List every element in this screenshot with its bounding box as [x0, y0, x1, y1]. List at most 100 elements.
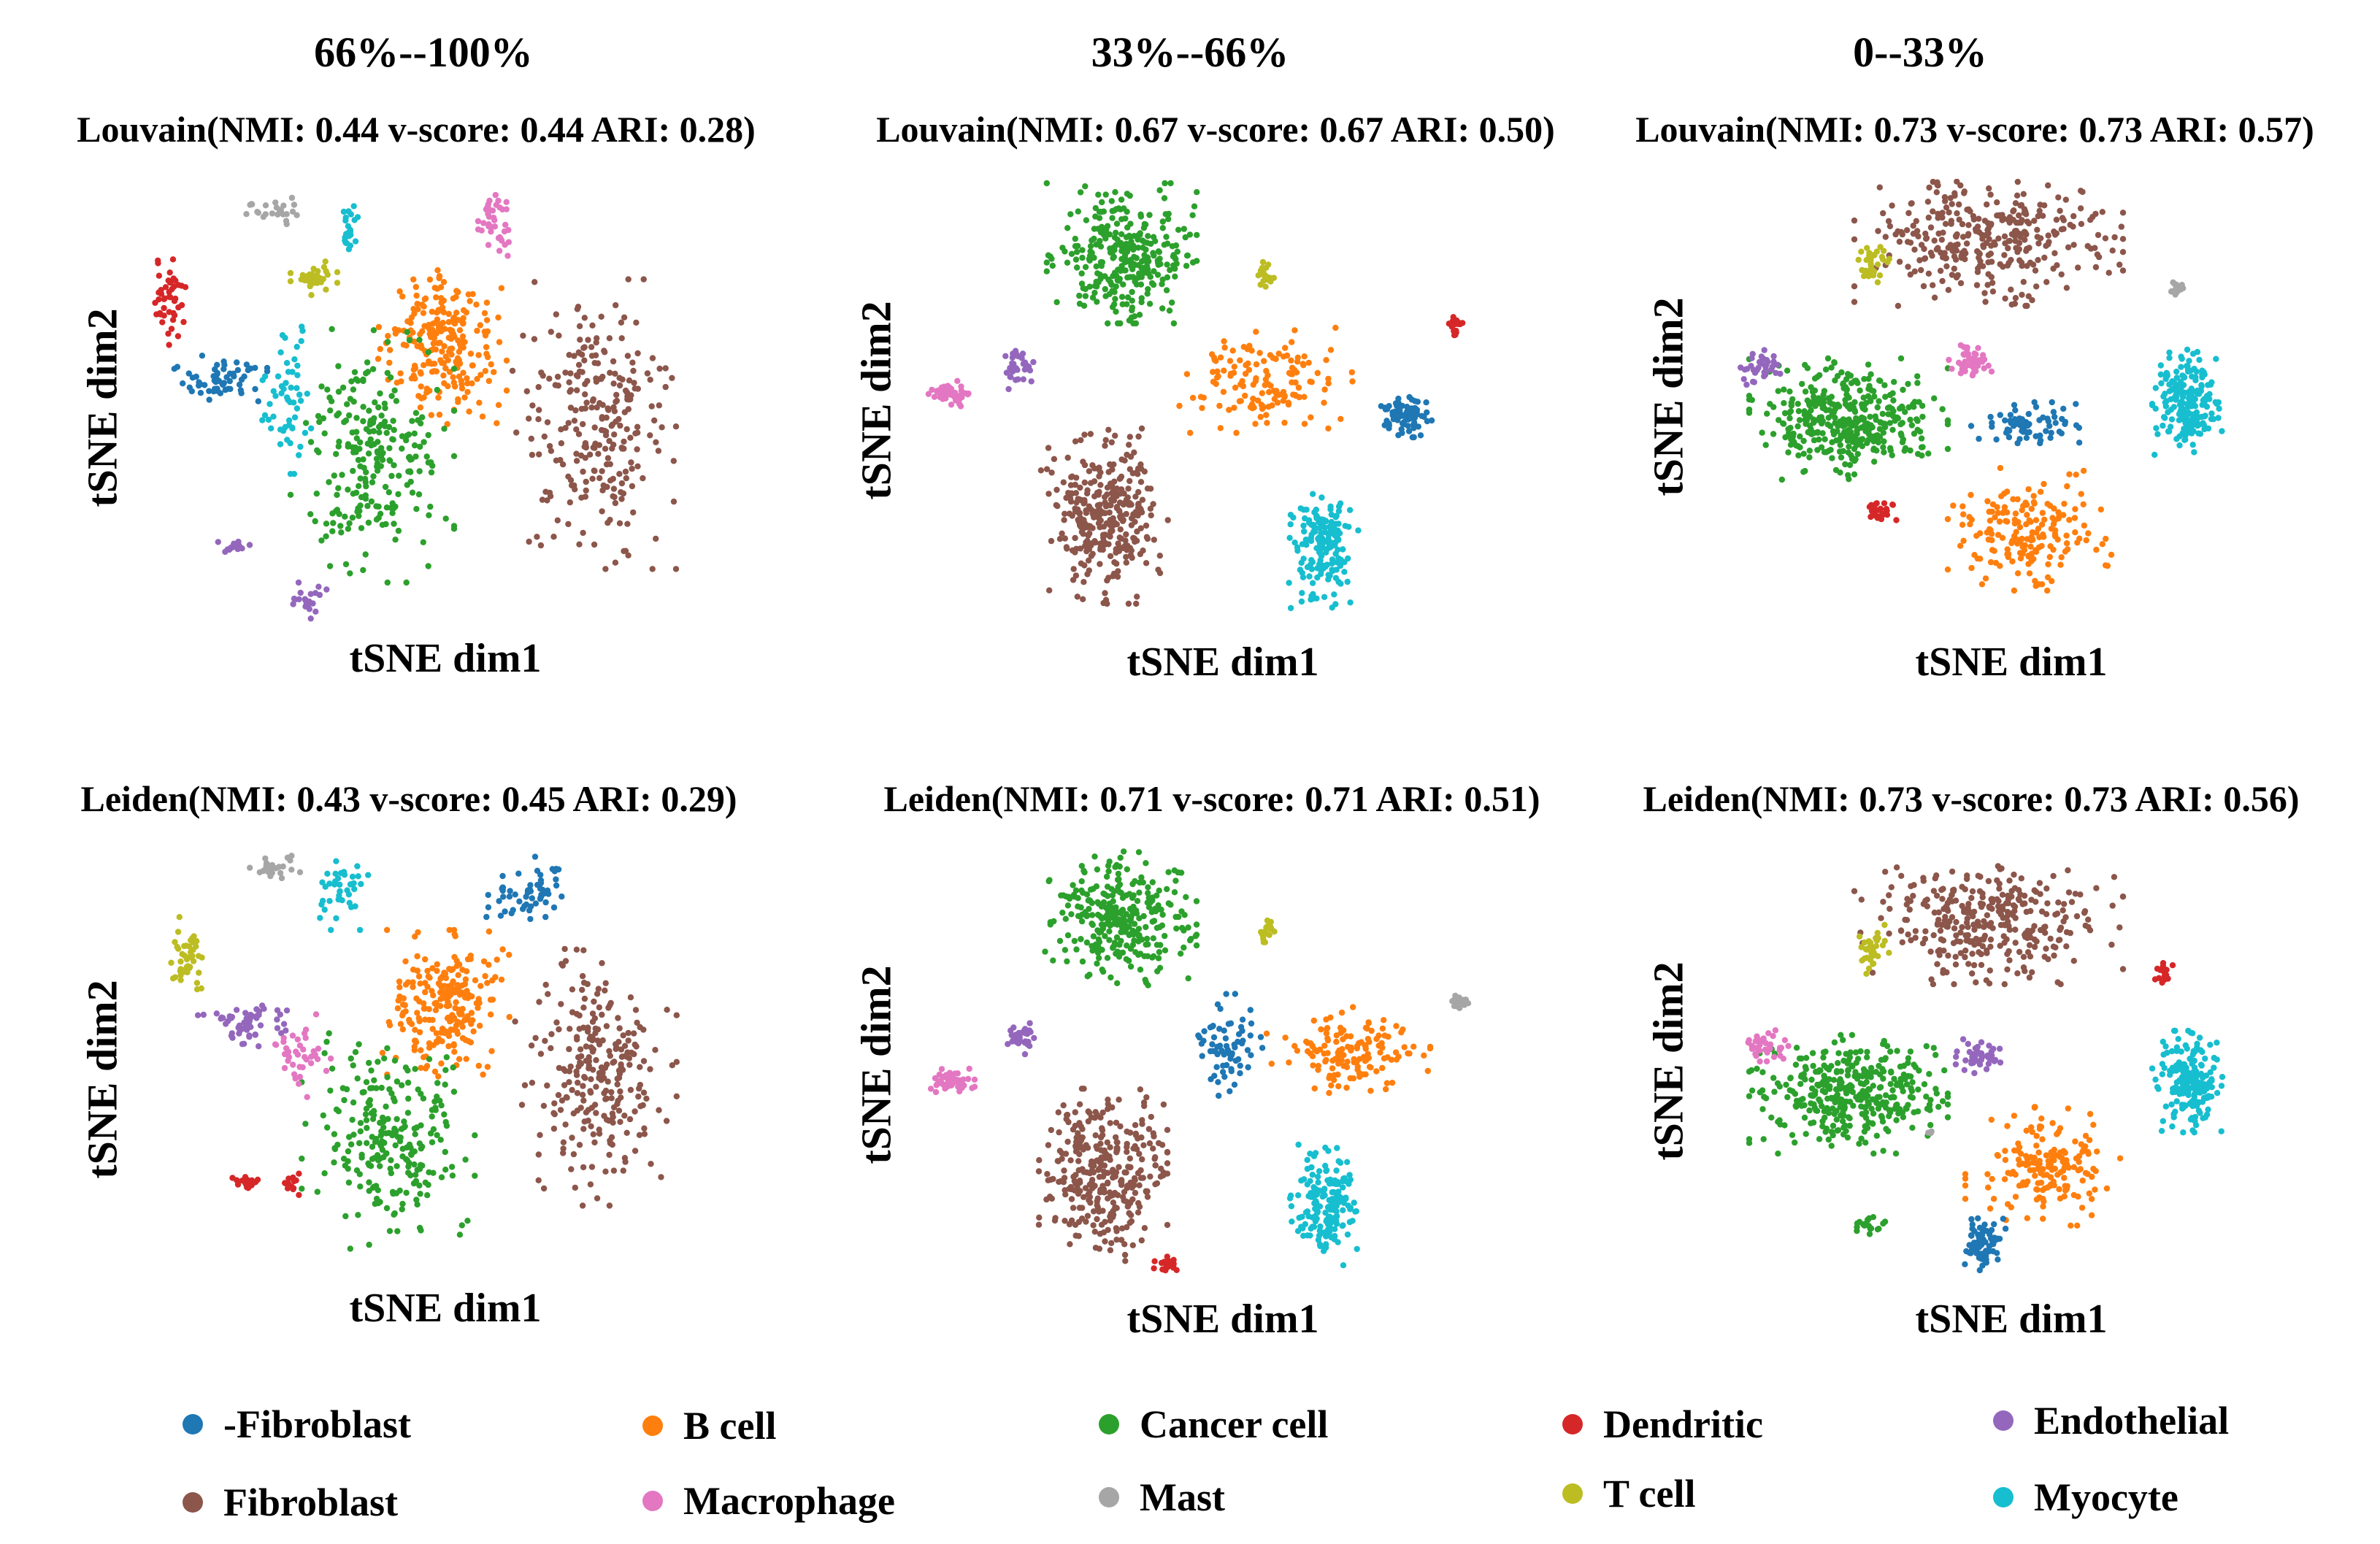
point	[1404, 404, 1410, 410]
point	[548, 448, 555, 454]
point	[385, 1018, 392, 1026]
point	[206, 388, 212, 394]
point	[1002, 353, 1009, 359]
point	[320, 264, 328, 271]
point	[375, 1157, 382, 1164]
point	[2192, 377, 2199, 384]
point	[1305, 359, 1312, 366]
point	[1193, 898, 1200, 904]
point	[1851, 471, 1858, 477]
point	[599, 1037, 606, 1044]
point	[477, 322, 483, 329]
point	[577, 1105, 584, 1111]
point	[1124, 866, 1130, 872]
point	[1931, 395, 1938, 402]
cluster-mast	[2168, 279, 2187, 298]
point	[441, 426, 448, 432]
point	[1059, 530, 1065, 537]
point	[298, 338, 304, 345]
point	[589, 1010, 596, 1017]
point	[1846, 416, 1852, 423]
point	[1064, 225, 1071, 231]
point	[1321, 539, 1328, 545]
point	[453, 288, 460, 294]
point	[1138, 425, 1145, 432]
point	[609, 1110, 616, 1117]
point	[412, 410, 420, 416]
point	[2076, 439, 2083, 446]
point	[581, 315, 588, 321]
point	[1181, 226, 1187, 232]
point	[1059, 910, 1066, 916]
point	[1884, 259, 1891, 266]
point	[1125, 485, 1132, 492]
point	[1835, 423, 1841, 429]
point	[529, 402, 536, 409]
point	[1099, 531, 1107, 538]
point	[1265, 261, 1272, 268]
point	[396, 984, 403, 991]
point	[1323, 549, 1329, 556]
point	[206, 396, 212, 403]
point	[2015, 220, 2022, 226]
point	[610, 485, 618, 492]
point	[2045, 561, 2051, 568]
point	[1933, 189, 1940, 196]
point	[392, 1142, 399, 1149]
point	[274, 1025, 281, 1032]
point	[174, 333, 182, 339]
point	[2032, 577, 2038, 584]
point	[542, 899, 549, 906]
point	[1173, 925, 1180, 932]
point	[1112, 296, 1118, 302]
point	[403, 342, 410, 349]
point	[535, 1177, 542, 1183]
point	[485, 961, 492, 968]
point	[1984, 498, 1991, 504]
point	[375, 439, 381, 445]
point	[403, 579, 410, 586]
point	[1285, 399, 1292, 406]
point	[426, 975, 433, 981]
point	[288, 384, 294, 391]
point	[2179, 356, 2185, 362]
point	[1113, 308, 1119, 315]
point	[1957, 542, 1964, 549]
point	[1423, 399, 1429, 406]
point	[1858, 248, 1865, 255]
point	[434, 386, 440, 393]
point	[429, 346, 437, 353]
point	[1822, 436, 1828, 442]
point	[1850, 419, 1857, 426]
point	[937, 393, 943, 401]
point	[590, 396, 596, 403]
point	[2060, 226, 2067, 232]
point	[1448, 323, 1455, 330]
point	[1323, 357, 1329, 364]
point	[340, 208, 348, 215]
point	[1971, 552, 1978, 558]
point	[1110, 255, 1116, 261]
scatter-panel-louvain-3	[1738, 179, 2225, 594]
point	[1073, 499, 1080, 506]
point	[496, 234, 503, 241]
point	[1959, 234, 1967, 240]
point	[1095, 944, 1102, 950]
point	[528, 1042, 535, 1049]
point	[590, 1046, 596, 1053]
point	[505, 239, 512, 245]
point	[434, 1080, 441, 1086]
point	[411, 1047, 418, 1053]
point	[1094, 489, 1101, 496]
point	[307, 425, 315, 431]
point	[1105, 868, 1112, 875]
point	[1944, 445, 1951, 453]
point	[1125, 600, 1132, 607]
point	[357, 1128, 364, 1134]
point	[489, 207, 496, 214]
point	[438, 299, 445, 306]
point	[1110, 573, 1116, 580]
point	[2019, 263, 2025, 269]
point	[594, 404, 600, 411]
point	[449, 989, 456, 996]
